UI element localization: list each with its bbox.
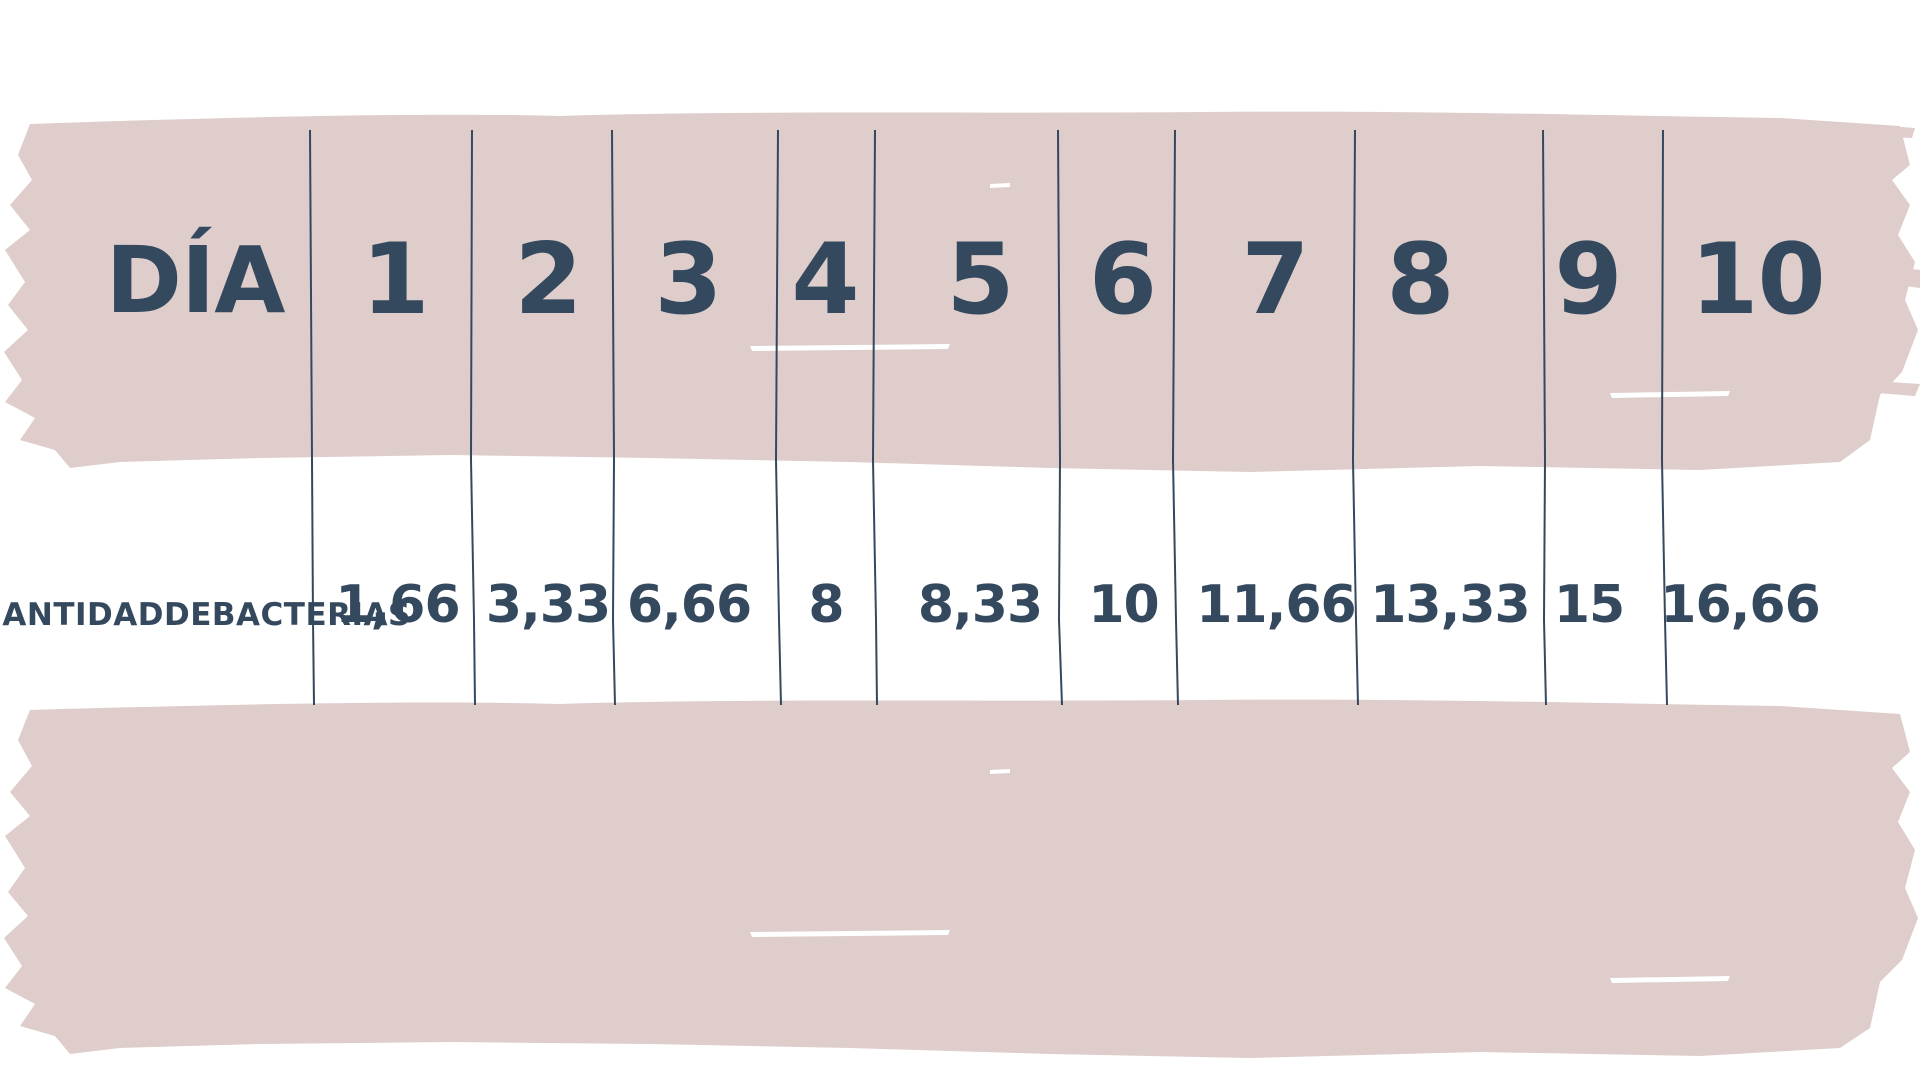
brush-gap: [1610, 391, 1730, 398]
brush-gap: [750, 344, 950, 351]
day-header-2: 2: [514, 223, 582, 337]
day-header-7: 7: [1241, 223, 1309, 337]
row-label-line: DE: [164, 597, 212, 633]
divider-line: [1057, 129, 1063, 706]
divider-line: [774, 129, 782, 706]
value-day-8: 13,33: [1370, 575, 1530, 635]
day-header-1: 1: [361, 223, 429, 337]
divider-line: [1660, 129, 1668, 706]
day-header-6: 6: [1088, 223, 1157, 337]
day-header-4: 4: [791, 223, 859, 337]
brush-streak: [1860, 380, 1920, 396]
value-day-6: 10: [1088, 575, 1159, 635]
day-header-9: 9: [1554, 223, 1622, 337]
divider-line: [469, 129, 476, 706]
value-day-5: 8,33: [917, 575, 1043, 635]
day-header-8: 8: [1386, 223, 1454, 337]
brush-gap: [990, 769, 1010, 774]
brush-gap: [750, 930, 950, 937]
column-dividers: [309, 129, 1668, 706]
day-header-10: 10: [1690, 223, 1825, 337]
divider-line: [871, 129, 878, 706]
divider-line: [1542, 129, 1547, 706]
brush-streak: [1850, 262, 1920, 288]
header-label-dia: DÍA: [105, 226, 286, 334]
divider-line: [1171, 129, 1179, 706]
brush-stroke-bottom: [4, 699, 1918, 1058]
row-label-line: BACTERIAS: [211, 597, 411, 633]
brush-gap: [1610, 976, 1730, 983]
brush-gap: [990, 183, 1010, 188]
day-header-5: 5: [946, 223, 1014, 337]
divider-line: [1351, 129, 1359, 706]
value-day-10: 16,66: [1660, 575, 1820, 635]
value-day-4: 8: [808, 575, 844, 635]
brush-streak: [1780, 118, 1915, 138]
value-day-2: 3,33: [485, 575, 611, 635]
divider-line: [611, 129, 616, 706]
day-header-3: 3: [654, 223, 722, 337]
divider-line: [309, 129, 315, 706]
value-day-7: 11,66: [1196, 575, 1356, 635]
value-day-3: 6,66: [626, 575, 752, 635]
row-label-line: CANTIDAD: [0, 597, 164, 633]
value-day-1: 1,66: [335, 575, 460, 635]
row-label-cantidad: CANTIDAD DE BACTERIAS: [0, 535, 410, 695]
value-day-9: 15: [1553, 575, 1625, 635]
brush-stroke-top: [4, 111, 1918, 472]
